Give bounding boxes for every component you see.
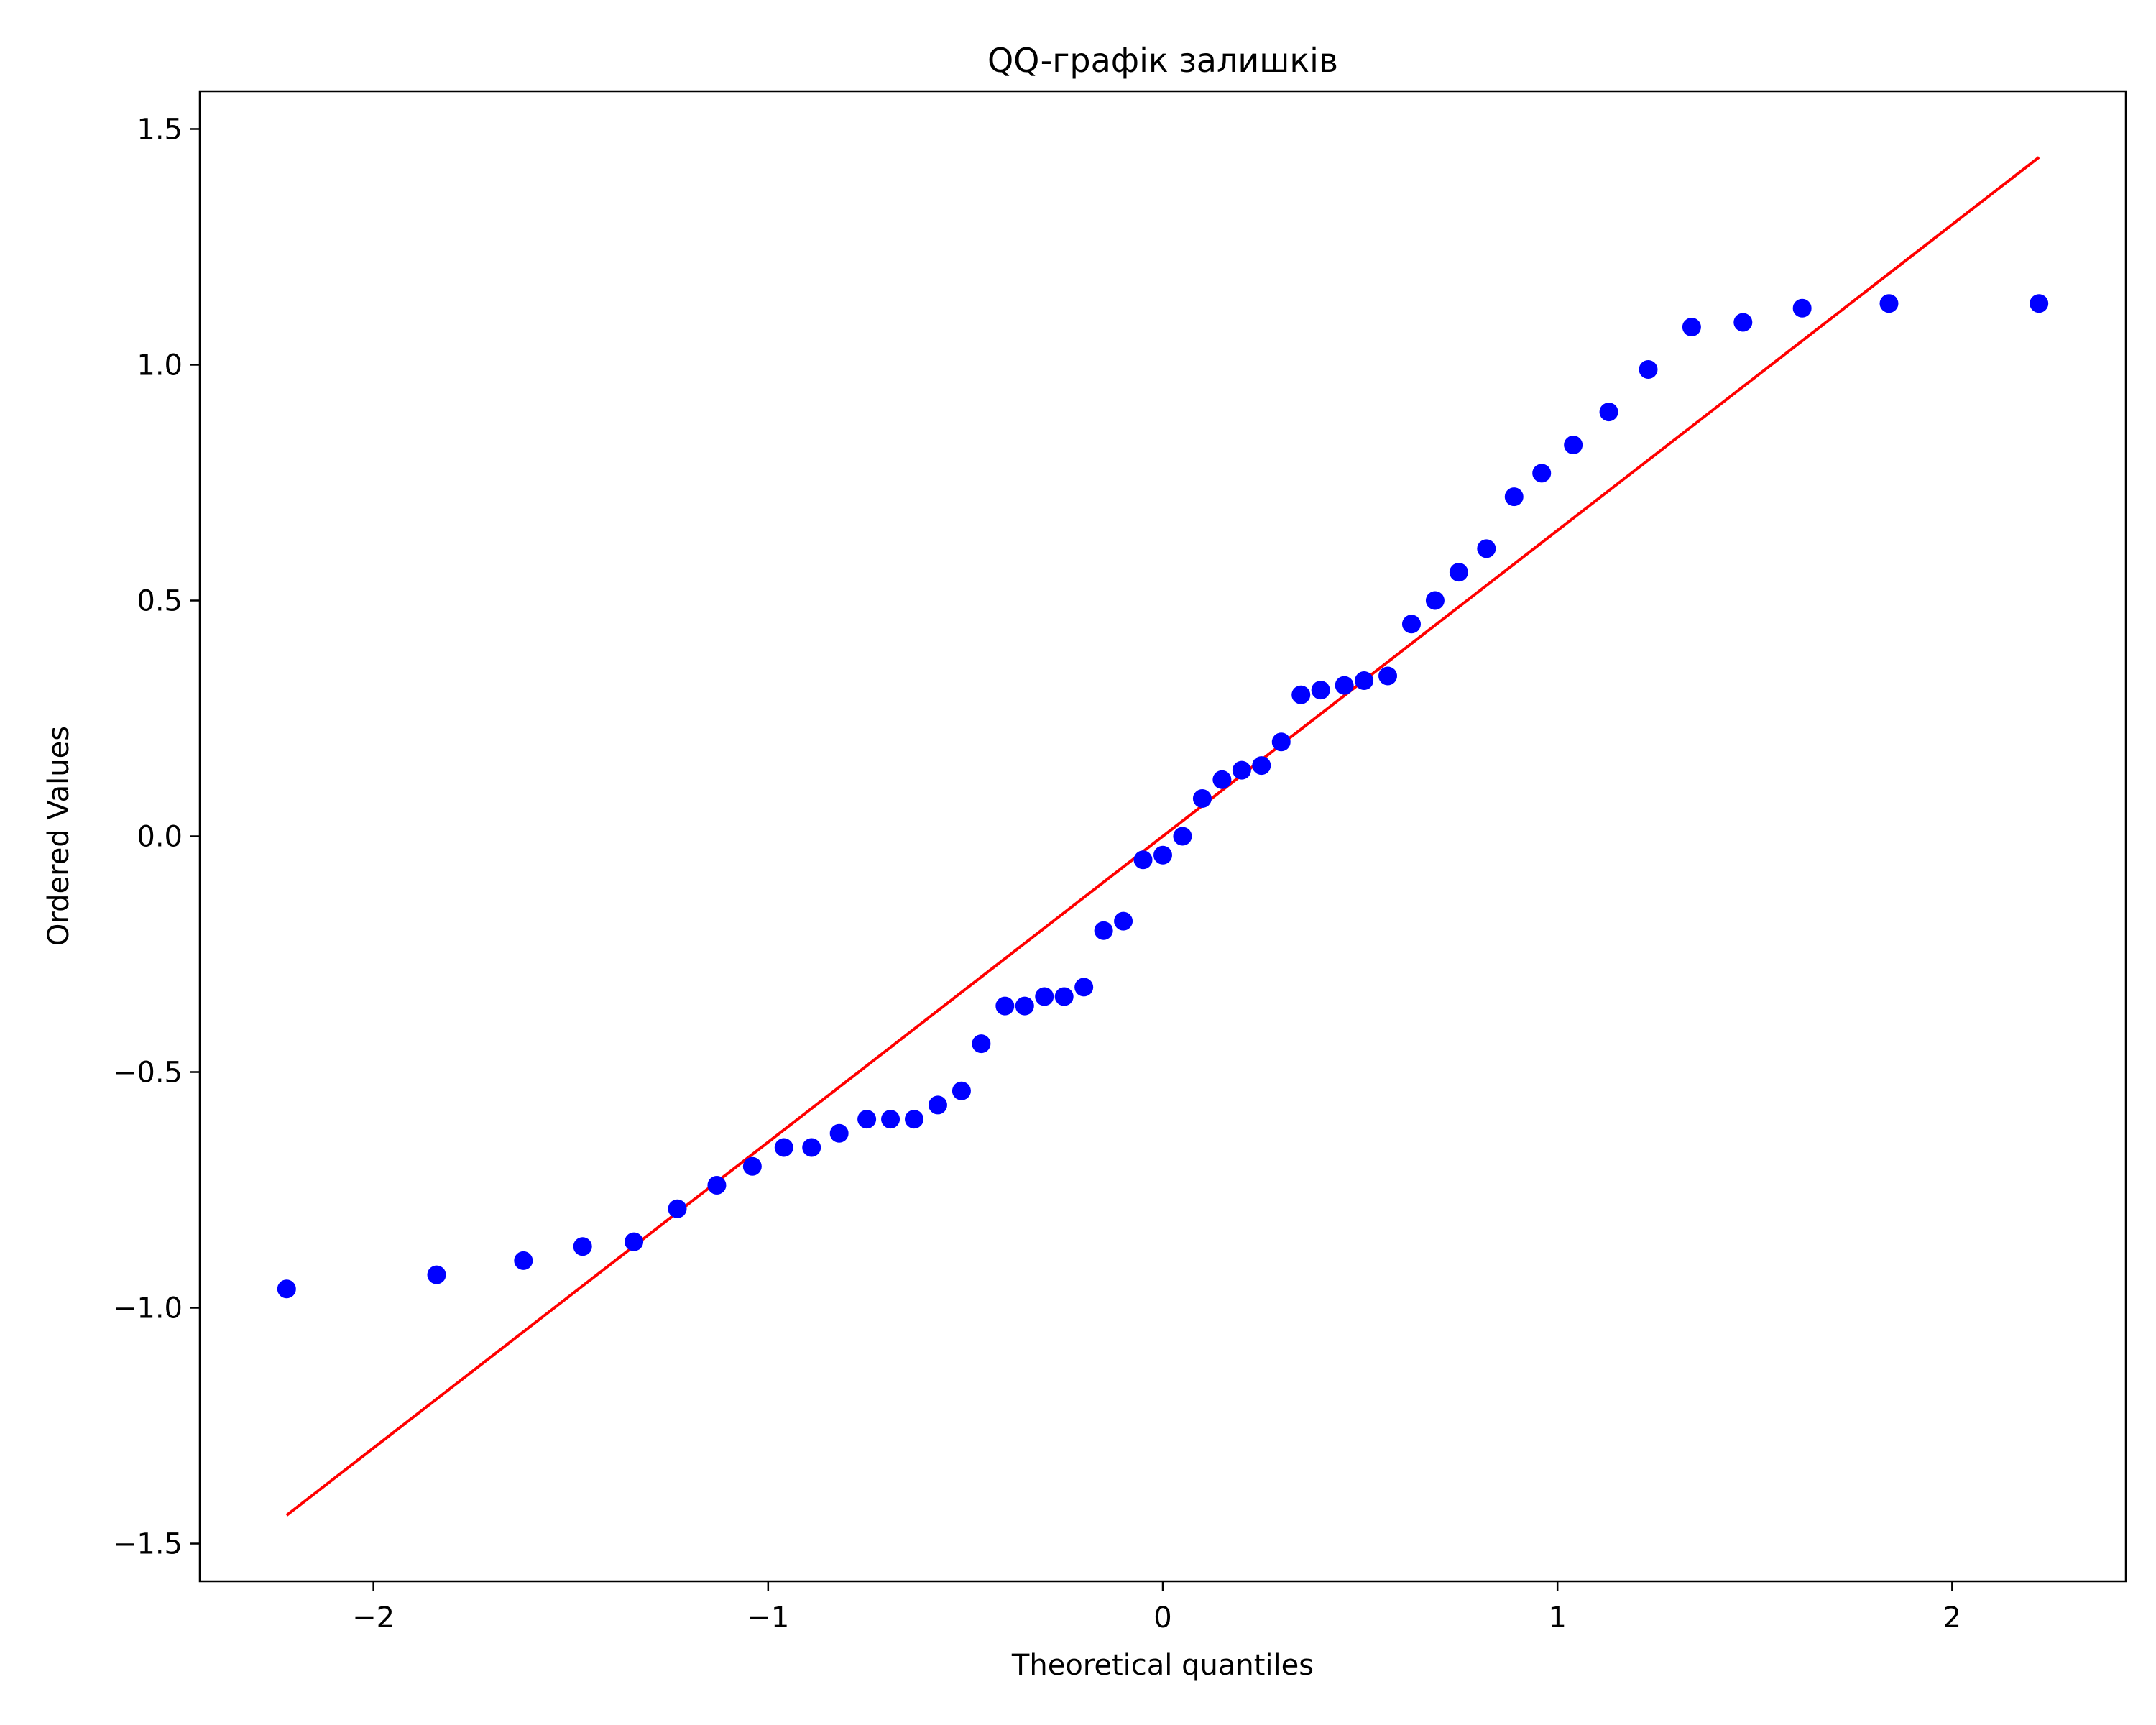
x-tick-label: −2 [352, 1601, 395, 1634]
data-point-44 [1564, 436, 1583, 455]
data-point-31 [1252, 756, 1271, 776]
data-point-9 [774, 1138, 793, 1157]
data-point-35 [1335, 676, 1354, 695]
data-point-25 [1133, 850, 1153, 870]
y-axis-label: Ordered Values [42, 726, 75, 946]
data-point-51 [2030, 294, 2049, 313]
data-point-37 [1378, 666, 1398, 686]
y-tick-label: 0.5 [137, 584, 183, 617]
data-point-47 [1682, 318, 1701, 337]
reference-line-layer [285, 156, 2040, 1517]
y-tick-label: 1.5 [137, 113, 183, 146]
data-point-5 [625, 1232, 644, 1251]
data-point-22 [1074, 978, 1094, 997]
y-tick-label: 1.0 [137, 349, 183, 382]
data-point-46 [1639, 360, 1658, 380]
data-point-41 [1477, 539, 1496, 558]
data-point-30 [1232, 760, 1251, 780]
data-point-4 [573, 1237, 592, 1256]
data-points-layer [277, 294, 2049, 1299]
data-point-11 [829, 1123, 849, 1143]
data-point-15 [928, 1095, 947, 1115]
data-point-2 [427, 1265, 446, 1284]
reference-line [285, 156, 2040, 1517]
data-point-14 [905, 1110, 924, 1129]
data-point-33 [1291, 685, 1311, 704]
data-point-40 [1449, 563, 1468, 582]
data-point-24 [1114, 911, 1133, 931]
x-tick-label: 1 [1548, 1601, 1566, 1634]
data-point-50 [1879, 294, 1899, 313]
data-point-20 [1035, 987, 1054, 1006]
y-tick-label: −1.0 [113, 1292, 183, 1325]
x-axis-ticks: −2 −1 0 1 2 [352, 1581, 1961, 1634]
x-tick-label: −1 [747, 1601, 789, 1634]
data-point-36 [1355, 671, 1374, 691]
y-tick-label: 0.0 [137, 821, 183, 854]
data-point-32 [1271, 732, 1291, 752]
data-point-13 [881, 1110, 900, 1129]
x-tick-label: 0 [1153, 1601, 1171, 1634]
data-point-49 [1792, 298, 1812, 318]
y-axis-ticks: −1.5 −1.0 −0.5 0.0 0.5 1.0 1.5 [113, 113, 200, 1561]
data-point-38 [1401, 615, 1421, 634]
x-tick-label: 2 [1943, 1601, 1961, 1634]
data-point-48 [1733, 313, 1753, 332]
data-point-6 [668, 1199, 687, 1218]
data-point-27 [1173, 827, 1192, 846]
data-point-39 [1425, 591, 1445, 610]
data-point-18 [995, 996, 1015, 1016]
data-point-19 [1015, 996, 1034, 1016]
data-point-42 [1504, 487, 1524, 507]
data-point-29 [1212, 770, 1232, 789]
data-point-16 [952, 1081, 971, 1100]
data-point-8 [742, 1156, 762, 1176]
y-tick-label: −1.5 [113, 1528, 183, 1561]
y-tick-label: −0.5 [113, 1057, 183, 1090]
data-point-3 [514, 1251, 533, 1270]
data-point-43 [1532, 464, 1552, 483]
data-point-28 [1192, 789, 1212, 809]
data-point-10 [802, 1138, 821, 1157]
data-point-34 [1311, 681, 1330, 700]
data-point-12 [857, 1110, 877, 1129]
data-point-45 [1599, 402, 1618, 422]
data-point-1 [277, 1279, 296, 1299]
chart-title: QQ-графік залишків [987, 41, 1338, 80]
data-point-7 [707, 1175, 727, 1195]
data-point-26 [1153, 845, 1172, 865]
data-point-17 [972, 1034, 991, 1054]
x-axis-label: Theoretical quantiles [1011, 1649, 1314, 1682]
data-point-23 [1094, 921, 1113, 940]
data-point-21 [1054, 987, 1074, 1006]
